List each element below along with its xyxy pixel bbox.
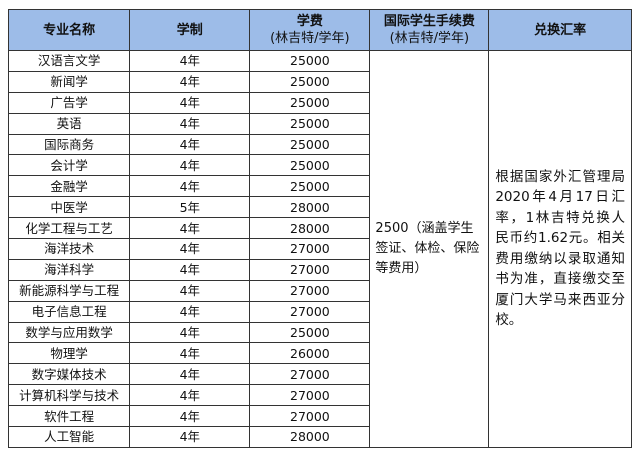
cell-tuition: 27000	[249, 258, 371, 281]
cell-major: 英语	[7, 112, 131, 135]
table-row: 国际商务 4年 25000	[7, 133, 632, 156]
table-row: 人工智能 4年 28000	[7, 426, 632, 448]
cell-major: 广告学	[7, 91, 131, 114]
cell-major: 软件工程	[7, 405, 131, 428]
cell-duration: 4年	[129, 133, 251, 156]
cell-tuition: 27000	[249, 384, 371, 407]
cell-duration: 4年	[129, 321, 251, 344]
cell-duration: 4年	[129, 154, 251, 177]
cell-tuition: 25000	[249, 133, 371, 156]
cell-duration: 4年	[129, 112, 251, 135]
table-row: 汉语言文学 4年 25000 2500（涵盖学生签证、体检、保险等费用） 根据国家外汇管…	[7, 50, 632, 448]
cell-duration: 4年	[129, 300, 251, 323]
cell-tuition: 27000	[249, 405, 371, 428]
table-row: 新能源科学与工程 4年 27000	[7, 279, 632, 302]
table-row: 中医学 5年 28000	[7, 196, 632, 219]
cell-duration: 4年	[129, 217, 251, 240]
cell-major: 汉语言文学	[7, 50, 131, 72]
tuition-table: 专业名称 学制 学费 (林吉特/学年) 国际学生手续费 (林吉特/学年) 兑换汇率 汉语言文…	[7, 9, 632, 448]
cell-duration: 4年	[129, 342, 251, 365]
cell-major: 新能源科学与工程	[7, 279, 131, 302]
table-row: 物理学 4年 26000	[7, 342, 632, 365]
cell-tuition: 28000	[249, 196, 371, 219]
cell-duration: 4年	[129, 279, 251, 302]
cell-major: 新闻学	[7, 70, 131, 93]
header-major: 专业名称	[7, 9, 131, 51]
cell-major: 海洋技术	[7, 238, 131, 260]
cell-major: 化学工程与工艺	[7, 217, 131, 240]
cell-major: 物理学	[7, 342, 131, 365]
cell-duration: 4年	[129, 384, 251, 407]
table-row: 海洋科学 4年 27000	[7, 258, 632, 281]
cell-major: 人工智能	[7, 426, 131, 448]
header-label: 学费	[296, 14, 323, 29]
cell-major: 数字媒体技术	[7, 363, 131, 386]
cell-duration: 4年	[129, 91, 251, 114]
cell-major: 电子信息工程	[7, 300, 131, 323]
intl-fee-cell: 2500（涵盖学生签证、体检、保险等费用）	[369, 50, 490, 448]
table-row: 数字媒体技术 4年 27000	[7, 363, 632, 386]
cell-tuition: 25000	[249, 91, 371, 114]
table-row: 新闻学 4年 25000	[7, 70, 632, 93]
cell-duration: 4年	[129, 50, 251, 72]
cell-tuition: 28000	[249, 217, 371, 240]
table-row: 会计学 4年 25000	[7, 154, 632, 177]
cell-tuition: 25000	[249, 321, 371, 344]
header-label: 专业名称	[43, 22, 96, 38]
table-row: 广告学 4年 25000	[7, 91, 632, 114]
table-row: 数学与应用数学 4年 25000	[7, 321, 632, 344]
cell-duration: 4年	[129, 363, 251, 386]
table-row: 海洋技术 4年 27000	[7, 238, 632, 260]
cell-duration: 4年	[129, 258, 251, 281]
header-row: 专业名称 学制 学费 (林吉特/学年) 国际学生手续费 (林吉特/学年) 兑换汇率	[7, 9, 632, 51]
cell-duration: 4年	[129, 426, 251, 448]
cell-major: 计算机科学与技术	[7, 384, 131, 407]
header-label: 国际学生手续费	[383, 14, 475, 29]
cell-tuition: 25000	[249, 175, 371, 198]
exchange-rate-cell: 根据国家外汇管理局2020年4月17日汇率，1林吉特兑换人民币约1.62元。相关…	[488, 50, 632, 448]
cell-major: 国际商务	[7, 133, 131, 156]
header-intl-fee: 国际学生手续费 (林吉特/学年)	[369, 9, 490, 51]
cell-major: 金融学	[7, 175, 131, 198]
cell-major: 会计学	[7, 154, 131, 177]
cell-duration: 4年	[129, 238, 251, 260]
cell-major: 海洋科学	[7, 258, 131, 281]
cell-major: 中医学	[7, 196, 131, 219]
cell-tuition: 26000	[249, 342, 371, 365]
header-sublabel: (林吉特/学年)	[270, 31, 350, 46]
cell-duration: 4年	[129, 70, 251, 93]
cell-tuition: 27000	[249, 363, 371, 386]
cell-tuition: 28000	[249, 426, 371, 448]
table-row: 电子信息工程 4年 27000	[7, 300, 632, 323]
table-row: 化学工程与工艺 4年 28000	[7, 217, 632, 240]
cell-tuition: 25000	[249, 70, 371, 93]
header-tuition: 学费 (林吉特/学年)	[249, 9, 371, 51]
header-duration: 学制	[129, 9, 251, 51]
cell-duration: 4年	[129, 175, 251, 198]
cell-tuition: 25000	[249, 154, 371, 177]
header-label: 学制	[176, 22, 203, 38]
cell-tuition: 27000	[249, 300, 371, 323]
table-row: 计算机科学与技术 4年 27000	[7, 384, 632, 407]
table-row: 金融学 4年 25000	[7, 175, 632, 198]
cell-major: 数学与应用数学	[7, 321, 131, 344]
cell-tuition: 25000	[249, 112, 371, 135]
cell-tuition: 27000	[249, 279, 371, 302]
table-row: 软件工程 4年 27000	[7, 405, 632, 428]
header-sublabel: (林吉特/学年)	[389, 31, 470, 46]
cell-duration: 5年	[129, 196, 251, 219]
cell-tuition: 25000	[249, 50, 371, 72]
cell-duration: 4年	[129, 405, 251, 428]
header-exchange-rate: 兑换汇率	[488, 9, 632, 51]
cell-tuition: 27000	[249, 238, 371, 260]
header-label: 兑换汇率	[534, 22, 587, 38]
